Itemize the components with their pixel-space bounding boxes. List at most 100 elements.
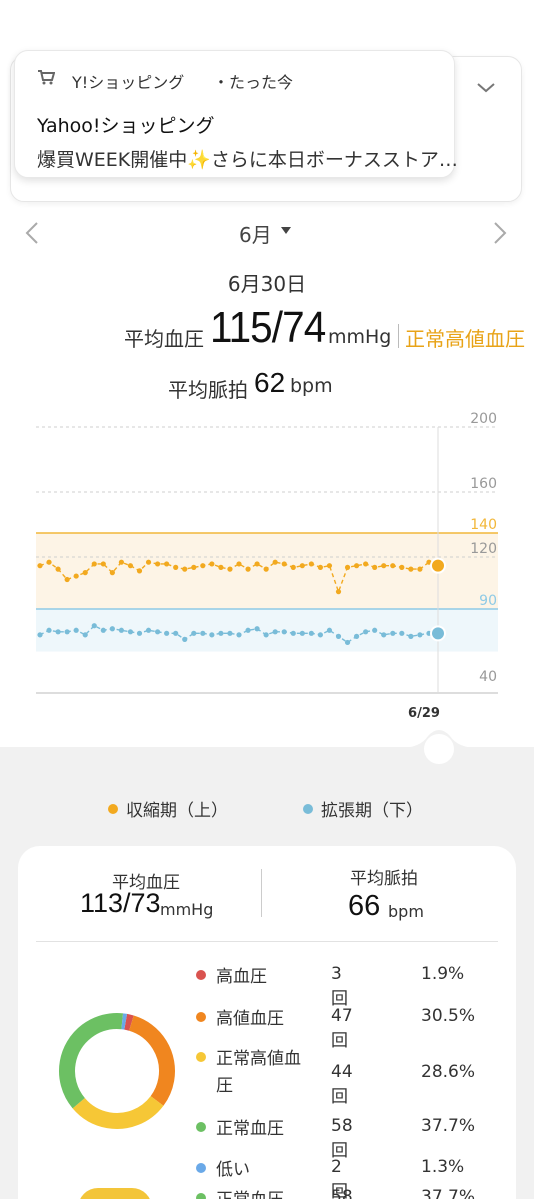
- data-point: [127, 629, 134, 635]
- data-point: [46, 627, 52, 633]
- data-point-selected: [430, 557, 446, 574]
- data-point: [227, 566, 233, 572]
- data-point: [399, 564, 405, 570]
- gauge-chart-partial: [78, 1188, 152, 1199]
- category-name: 正常血圧: [216, 1119, 284, 1139]
- category-percent: 28.6%: [421, 1062, 476, 1082]
- notification-time: ・たった今: [213, 73, 294, 92]
- data-point: [82, 632, 88, 638]
- category-dot: [196, 1193, 206, 1199]
- category-name: 低い: [216, 1160, 250, 1180]
- legend-diastolic: 拡張期（下）: [303, 796, 423, 821]
- data-point: [109, 626, 115, 632]
- data-point: [218, 630, 224, 636]
- category-count: 58回: [331, 1187, 353, 1199]
- data-point: [254, 626, 260, 632]
- series-line-systolic: [39, 561, 439, 594]
- selected-date-label: 6/29: [408, 706, 440, 721]
- data-point: [335, 633, 342, 639]
- data-point: [344, 639, 351, 646]
- avg-pulse-value: 62: [254, 367, 286, 398]
- category-count: 3回: [331, 964, 348, 1009]
- data-point: [308, 630, 314, 636]
- data-point: [109, 570, 115, 576]
- data-point: [408, 566, 414, 572]
- category-dot: [196, 1052, 206, 1062]
- stats-avg-bp-unit: mmHg: [160, 900, 214, 919]
- stats-avg-pulse-value: 66: [348, 890, 381, 922]
- donut-slice: [59, 1013, 175, 1129]
- data-point: [353, 633, 360, 639]
- avg-pulse-label: 平均脈拍: [168, 378, 248, 402]
- data-point: [164, 561, 170, 567]
- category-name: 高血圧: [216, 967, 267, 987]
- data-point: [154, 629, 161, 635]
- category-name: 正常高値血圧: [216, 1049, 301, 1096]
- data-point: [236, 561, 242, 567]
- category-percent: 37.7%: [421, 1116, 476, 1136]
- month-selector[interactable]: 6月: [239, 223, 272, 247]
- data-point: [209, 561, 215, 567]
- data-point: [55, 629, 61, 635]
- data-point: [55, 566, 61, 572]
- data-point: [372, 564, 378, 570]
- data-point: [290, 630, 296, 636]
- y-tick-label: 40: [479, 669, 497, 685]
- data-point: [182, 566, 188, 572]
- data-point: [390, 563, 396, 569]
- category-percent: 1.3%: [421, 1157, 465, 1177]
- divider: [261, 869, 262, 917]
- data-point: [236, 632, 242, 638]
- category-percent: 37.7%: [421, 1187, 476, 1199]
- legend-systolic: 収縮期（上）: [108, 796, 228, 821]
- data-point: [118, 627, 125, 633]
- data-point: [290, 564, 296, 570]
- data-point: [299, 563, 305, 569]
- data-point: [154, 561, 161, 567]
- data-point: [381, 563, 387, 569]
- notification-body: 爆買WEEK開催中✨さらに本日ボーナスストア…: [37, 149, 457, 171]
- stats-avg-pulse-label: 平均脈拍: [350, 869, 418, 889]
- data-point: [82, 570, 88, 576]
- data-point: [127, 563, 134, 569]
- category-percent: 1.9%: [421, 964, 465, 984]
- data-point: [209, 632, 215, 638]
- avg-pulse-unit: bpm: [290, 375, 333, 397]
- prev-month-icon[interactable]: [24, 221, 40, 249]
- data-point: [254, 561, 260, 567]
- data-point: [136, 630, 143, 636]
- y-tick-label: 160: [470, 476, 497, 492]
- chart-handle[interactable]: [400, 728, 478, 768]
- legend-dot: [108, 804, 118, 814]
- category-count: 47回: [331, 1006, 353, 1051]
- data-point: [426, 559, 432, 565]
- data-point: [326, 563, 333, 569]
- data-point: [353, 563, 360, 569]
- data-point: [372, 627, 378, 633]
- data-point: [73, 627, 79, 633]
- bp-status: 正常高値血圧: [405, 327, 525, 351]
- selected-date: 6月30日: [227, 272, 307, 296]
- stats-avg-bp-label: 平均血圧: [112, 873, 180, 893]
- data-point: [37, 632, 43, 638]
- data-point: [335, 589, 342, 595]
- notification-card[interactable]: Y!ショッピング ・たった今 Yahoo!ショッピング 爆買WEEK開催中✨さら…: [14, 50, 457, 178]
- data-point: [91, 623, 97, 629]
- category-percent: 30.5%: [421, 1006, 476, 1026]
- data-point: [344, 564, 351, 570]
- data-point: [399, 630, 405, 636]
- avg-bp-label: 平均血圧: [124, 327, 204, 351]
- next-month-icon[interactable]: [492, 221, 508, 249]
- data-point: [37, 563, 43, 569]
- data-point: [263, 632, 269, 638]
- data-point: [64, 629, 70, 635]
- category-name: 正常血圧: [216, 1187, 316, 1199]
- y-tick-label: 120: [470, 541, 497, 557]
- caret-down-icon[interactable]: [281, 227, 291, 234]
- donut-slice: [59, 1013, 175, 1129]
- category-name: 高値血圧: [216, 1009, 284, 1029]
- data-point: [317, 564, 324, 570]
- chevron-down-icon[interactable]: [474, 76, 498, 100]
- category-dot: [196, 1012, 206, 1022]
